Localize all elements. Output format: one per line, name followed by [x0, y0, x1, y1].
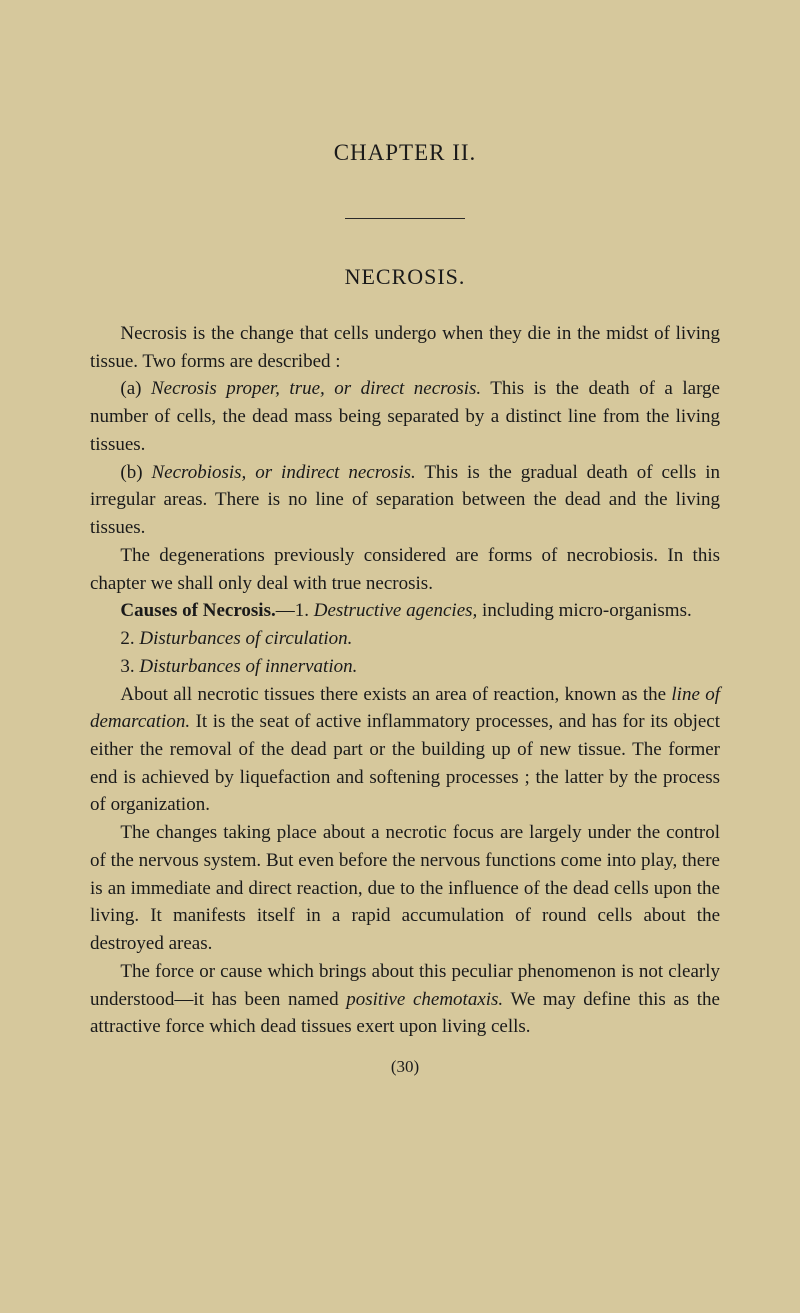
section-title: NECROSIS. — [90, 264, 720, 290]
paragraph-causes-2: 2. Disturbances of circulation. — [90, 625, 720, 653]
p6-italic: positive chemotaxis. — [346, 989, 503, 1010]
divider-wrap — [90, 206, 720, 224]
paragraph-intro: Necrosis is the change that cells underg… — [90, 320, 720, 375]
causes-dash: — — [276, 600, 295, 621]
paragraph-chemotaxis: The force or cause which brings about th… — [90, 958, 720, 1041]
paragraph-causes-3: 3. Disturbances of innervation. — [90, 653, 720, 681]
paragraph-degenerations: The degenerations previously considered … — [90, 542, 720, 597]
causes-1-num: 1. — [295, 600, 309, 621]
paragraph-reaction: About all necrotic tissues there exists … — [90, 681, 720, 820]
body-text: Necrosis is the change that cells underg… — [90, 320, 720, 1041]
causes-3-italic: Disturbances of innervation. — [139, 656, 357, 677]
label-a: (a) — [120, 378, 141, 399]
paragraph-b: (b) Necrobiosis, or indirect necrosis. T… — [90, 459, 720, 542]
document-page: CHAPTER II. NECROSIS. Necrosis is the ch… — [0, 0, 800, 1313]
italic-b: Necrobiosis, or indirect necrosis. — [151, 462, 415, 483]
p4-pre: About all necrotic tissues there exists … — [120, 684, 671, 705]
causes-3-num: 3. — [120, 656, 134, 677]
causes-2-italic: Disturbances of circulation. — [139, 628, 352, 649]
causes-2-num: 2. — [120, 628, 134, 649]
chapter-heading: CHAPTER II. — [90, 140, 720, 166]
causes-heading: Causes of Necrosis. — [120, 600, 275, 621]
divider-line — [345, 218, 465, 219]
causes-1-italic: Destructive agencies, — [314, 600, 478, 621]
italic-a: Necrosis proper, true, or direct necrosi… — [151, 378, 481, 399]
causes-1-rest: including micro-organisms. — [477, 600, 691, 621]
paragraph-a: (a) Necrosis proper, true, or direct nec… — [90, 375, 720, 458]
label-b: (b) — [120, 462, 142, 483]
page-number: (30) — [90, 1057, 720, 1077]
paragraph-causes-1: Causes of Necrosis.—1. Destructive agenc… — [90, 597, 720, 625]
paragraph-changes: The changes taking place about a necroti… — [90, 819, 720, 958]
